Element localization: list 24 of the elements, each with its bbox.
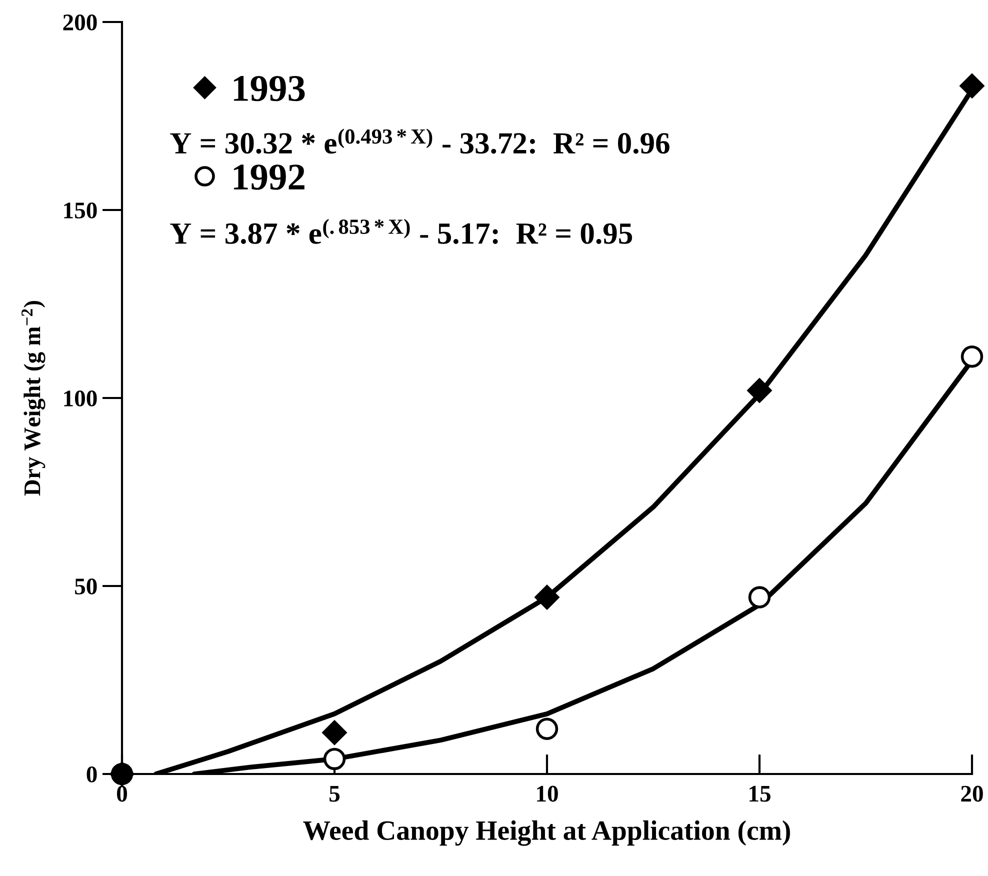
y-tick-label: 150 [64, 202, 97, 218]
point [748, 586, 771, 608]
x-axis-title: Weed Canopy Height at Application (cm) [303, 820, 790, 846]
x-tick-label: 5 [330, 786, 340, 802]
legend-label: 1992 [234, 164, 304, 190]
point [747, 378, 772, 403]
point [322, 720, 347, 745]
point [960, 74, 984, 98]
y-tick-label: 100 [64, 390, 97, 406]
point [534, 585, 560, 610]
y-axis-title: Dry Weight (g m$^{−2}$) [22, 301, 46, 496]
y-tick-label: 0 [86, 766, 97, 782]
x-tick-label: 10 [537, 786, 558, 802]
x-tick-label: 15 [750, 786, 770, 802]
point [323, 748, 346, 770]
x-tick-label: 0 [116, 786, 128, 802]
x-tick-label: 20 [961, 786, 983, 802]
annotation: Y = 30.32 * e$^{(0.493*X)}$ - 33.72: R² = 0.96 [170, 128, 670, 154]
legend-label: 1993 [234, 76, 305, 102]
annotation: Y = 3.87 * e$^{(.853*X)}$ - 5.17: R² = 0.95 [170, 218, 632, 244]
point [960, 346, 984, 368]
point [536, 718, 558, 740]
y-tick-label: 200 [63, 14, 97, 30]
y-tick-label: 50 [75, 578, 97, 594]
